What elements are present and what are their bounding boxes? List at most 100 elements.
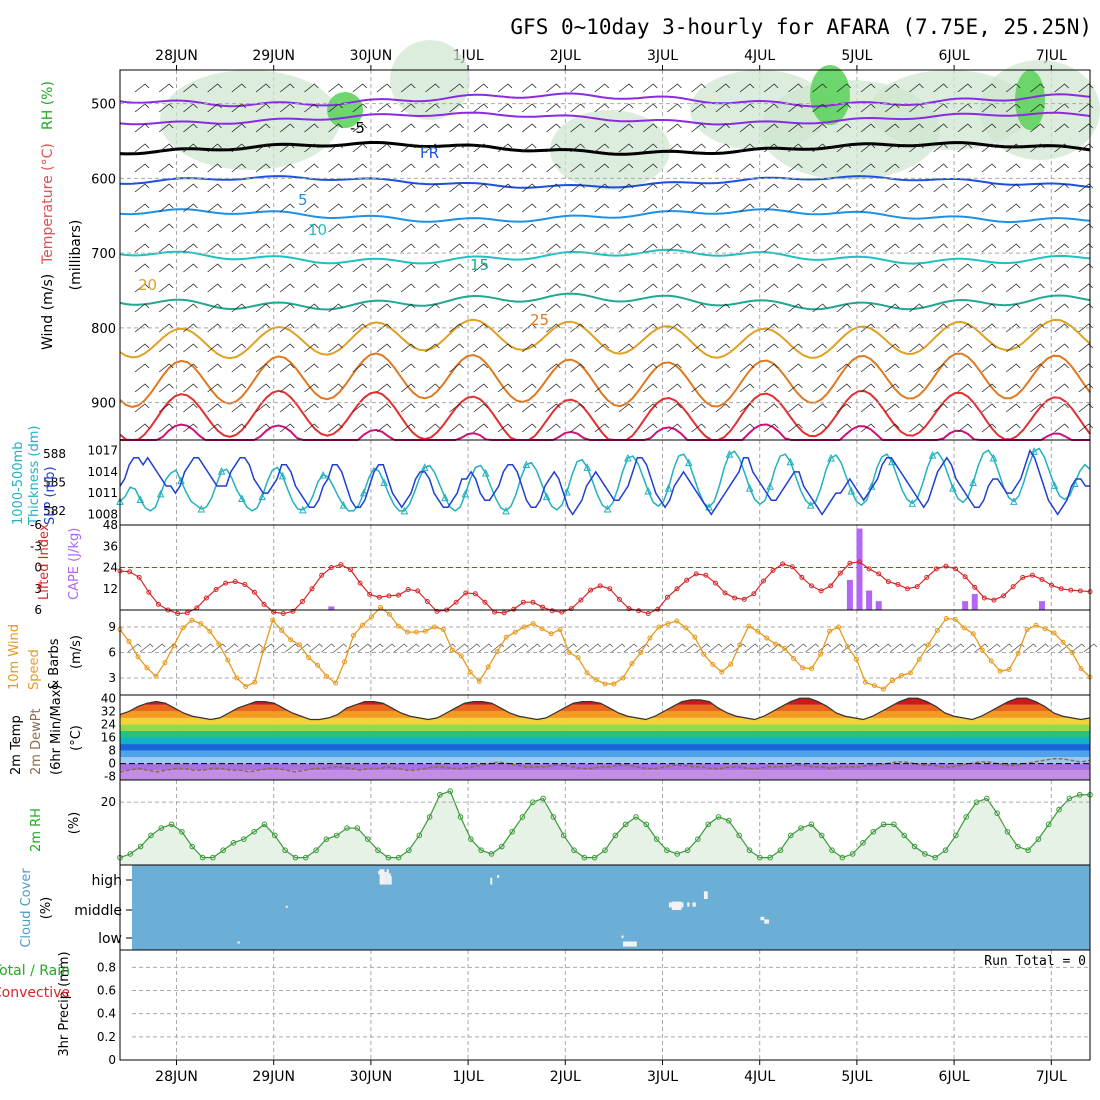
wind-barb [981, 83, 997, 93]
wind-speed-point [611, 681, 617, 687]
wind-barb [884, 283, 900, 293]
wind-barb [618, 103, 634, 113]
temp-band [120, 737, 1090, 745]
wind-barb [231, 123, 247, 133]
rh-point [499, 843, 505, 850]
contour-label: 25 [530, 311, 549, 329]
wind-barb [691, 343, 706, 353]
wind-barb [158, 223, 174, 233]
wind-barb [836, 203, 852, 213]
wind-barb [255, 343, 271, 353]
wind-barb [279, 183, 295, 193]
wind-barb [836, 223, 852, 233]
wind-barb [183, 243, 198, 253]
wind-barb [521, 403, 537, 413]
y-tick-label: 8 [108, 744, 116, 758]
wind-barb [546, 403, 561, 413]
wind-barb [352, 83, 368, 93]
li-point [319, 572, 325, 578]
li-point [664, 594, 670, 600]
wind-barb [884, 403, 900, 413]
li-point [914, 584, 920, 590]
legend-label: 2m Temp [9, 715, 24, 775]
wind-barb [618, 423, 634, 433]
wind-barb [497, 363, 513, 373]
thickness-point [563, 487, 571, 496]
wind-barb [449, 383, 464, 393]
wind-barb [328, 183, 343, 193]
wind-barb [909, 343, 924, 353]
wind-speed-point [243, 684, 249, 689]
wind-barb [570, 323, 585, 333]
wind-barb [272, 643, 287, 653]
wind-barb [884, 143, 900, 153]
wind-barb [425, 383, 440, 393]
wind-barb [352, 243, 368, 253]
wind-barb [497, 283, 513, 293]
rh-point [777, 847, 784, 854]
rh-point [1004, 828, 1011, 835]
li-point [933, 566, 939, 572]
wind-barb [763, 123, 779, 133]
wind-barb [425, 143, 440, 153]
wind-barb [328, 343, 343, 353]
x-tick-label-bottom: 2JUL [550, 1069, 581, 1085]
rh-point [849, 851, 856, 857]
wind-barb [207, 163, 222, 173]
wind-barb [1005, 163, 1021, 173]
wind-barb [884, 343, 900, 353]
li-point [1058, 586, 1064, 592]
wind-speed-point [360, 622, 365, 628]
wind-barb [957, 83, 973, 93]
thickness-point [827, 453, 835, 462]
wind-barb [981, 223, 997, 233]
rh-point [158, 825, 165, 831]
chart-title: GFS 0~10day 3-hourly for AFARA (7.75E, 2… [510, 15, 1092, 39]
thickness-point [1010, 497, 1018, 505]
y-tick-label: 0.4 [97, 1007, 116, 1021]
wind-barb [546, 363, 561, 373]
cloud-block [671, 901, 682, 911]
wind-barb [1078, 303, 1094, 313]
rh-point [787, 832, 794, 839]
wind-barb [1054, 103, 1069, 113]
wind-barb [497, 383, 513, 393]
wind-barb [207, 203, 222, 213]
wind-barb [400, 403, 416, 413]
wind-barb [207, 143, 222, 153]
wind-barb [352, 303, 368, 313]
wind-barb [255, 103, 271, 113]
li-point [953, 566, 959, 572]
li-point [1039, 577, 1045, 583]
temp-band [120, 698, 1090, 705]
wind-speed-point [548, 631, 554, 637]
wind-barb [618, 303, 634, 313]
wind-barb [981, 263, 997, 273]
wind-barb [642, 123, 658, 133]
wind-barb [352, 223, 368, 233]
wind-barb [860, 243, 876, 253]
wind-barb [328, 403, 343, 413]
wind-barb [449, 283, 464, 293]
wind-barb [321, 643, 335, 653]
wind-barb [1030, 303, 1045, 313]
wind-barb [788, 123, 803, 133]
wind-barb [406, 643, 420, 653]
wind-barb [183, 423, 198, 433]
wind-barb [1078, 423, 1094, 433]
li-point [309, 586, 315, 592]
wind-barb [642, 403, 658, 413]
y-axis-label: (%) [39, 897, 54, 920]
wind-barb [521, 163, 537, 173]
wind-barb [860, 203, 876, 213]
wind-barb [279, 423, 295, 433]
wind-barb [127, 643, 142, 653]
rh-point [612, 832, 619, 839]
wind-barb [739, 363, 755, 373]
wind-speed-point [827, 628, 833, 634]
wind-speed-point [144, 665, 150, 671]
wind-barb [546, 123, 561, 133]
wind-barb [134, 223, 150, 233]
wind-barb [134, 183, 150, 193]
y-tick-label: -8 [104, 770, 116, 784]
